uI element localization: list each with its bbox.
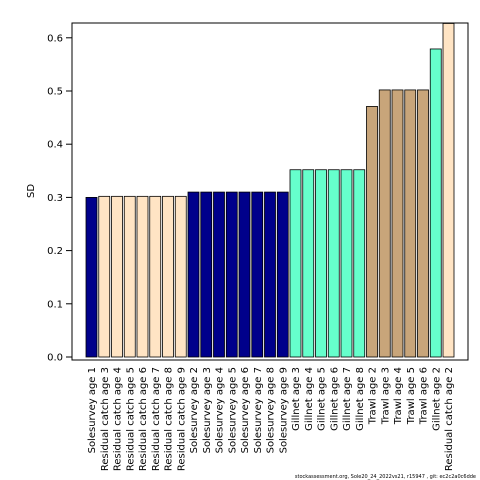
x-tick-label: Solesurvey age 9	[278, 367, 289, 453]
y-tick-label: 0.4	[47, 140, 63, 151]
x-tick-label: Gillnet age 8	[355, 367, 366, 431]
bar-residual-catch-age-5	[123, 195, 136, 358]
bar-solesurvey-age-8	[264, 191, 276, 358]
bar-trawl-age-3	[378, 89, 391, 358]
bars	[85, 23, 455, 358]
bar-residual-catch-age-7	[149, 195, 162, 358]
x-tick-label: Solesurvey age 2	[189, 367, 200, 453]
x-tick-label: Trawl age 6	[419, 367, 430, 425]
bar-trawl-age-4	[391, 89, 404, 358]
x-tick-label: Residual catch age 5	[125, 367, 136, 471]
bar-solesurvey-age-6	[238, 191, 251, 358]
bar-solesurvey-age-7	[251, 191, 264, 358]
bar-residual-catch-age-9	[174, 195, 187, 358]
x-tick-label: Trawl age 5	[406, 367, 417, 425]
x-tick-label: Gillnet age 7	[342, 367, 353, 431]
bar-residual-catch-age-2	[442, 23, 455, 358]
bar-gillnet-age-5	[315, 169, 327, 358]
bar-residual-catch-age-3	[98, 195, 111, 358]
x-tick-label: Gillnet age 2	[431, 367, 442, 431]
x-tick-label: Residual catch age 8	[164, 367, 175, 471]
x-tick-label: Residual catch age 9	[176, 367, 187, 471]
x-tick-label: Solesurvey age 1	[87, 367, 98, 453]
bar-solesurvey-age-1	[85, 196, 98, 358]
bar-gillnet-age-6	[327, 169, 340, 358]
bar-trawl-age-5	[404, 89, 417, 358]
x-tick-label: Residual catch age 2	[444, 367, 455, 471]
bar-gillnet-age-8	[353, 169, 366, 358]
x-tick-label: Residual catch age 4	[113, 367, 124, 471]
bar-solesurvey-age-4	[213, 191, 225, 358]
x-tick-label: Solesurvey age 7	[253, 367, 264, 453]
y-tick-label: 0.0	[47, 353, 63, 364]
bar-solesurvey-age-9	[276, 191, 289, 358]
bar-gillnet-age-3	[289, 169, 302, 358]
bar-trawl-age-6	[417, 89, 429, 358]
x-tick-label: Trawl age 4	[393, 367, 404, 425]
bar-gillnet-age-2	[429, 48, 442, 358]
x-tick-label: Solesurvey age 3	[202, 367, 213, 453]
bar-gillnet-age-4	[302, 169, 315, 358]
y-tick-label: 0.5	[47, 87, 63, 98]
x-tick-label: Solesurvey age 4	[215, 367, 226, 453]
bar-gillnet-age-7	[340, 169, 353, 358]
y-axis-ticks: 0.0 0.1 0.2 0.3 0.4 0.5 0.6	[47, 33, 72, 364]
y-tick-label: 0.2	[47, 246, 63, 257]
x-tick-label: Residual catch age 6	[138, 367, 149, 471]
y-tick-label: 0.1	[47, 299, 63, 310]
x-axis-tick-labels: Solesurvey age 1 Residual catch age 3 Resi…	[87, 367, 455, 471]
bar-solesurvey-age-2	[187, 191, 200, 358]
bar-residual-catch-age-6	[136, 195, 149, 358]
bar-residual-catch-age-8	[162, 195, 174, 358]
x-tick-label: Solesurvey age 6	[240, 367, 251, 453]
x-tick-label: Gillnet age 6	[329, 367, 340, 431]
x-tick-label: Solesurvey age 8	[266, 367, 277, 453]
footer-credit: stockassessment.org, Sole20_24_2022vs21,…	[295, 474, 476, 480]
bar-solesurvey-age-5	[225, 191, 238, 358]
x-tick-label: Trawl age 2	[368, 367, 379, 425]
x-tick-label: Gillnet age 4	[304, 367, 315, 431]
y-axis-label: SD	[26, 184, 37, 198]
x-tick-label: Gillnet age 3	[291, 367, 302, 431]
x-tick-label: Residual catch age 3	[100, 367, 111, 471]
x-tick-label: Solesurvey age 5	[227, 367, 238, 453]
x-tick-label: Gillnet age 5	[317, 367, 328, 431]
x-tick-label: Trawl age 3	[380, 367, 391, 425]
bar-solesurvey-age-3	[200, 191, 213, 358]
x-tick-label: Residual catch age 7	[151, 367, 162, 471]
y-tick-label: 0.3	[47, 193, 63, 204]
bar-residual-catch-age-4	[111, 195, 123, 358]
y-tick-label: 0.6	[47, 33, 63, 44]
bar-trawl-age-2	[366, 106, 378, 358]
